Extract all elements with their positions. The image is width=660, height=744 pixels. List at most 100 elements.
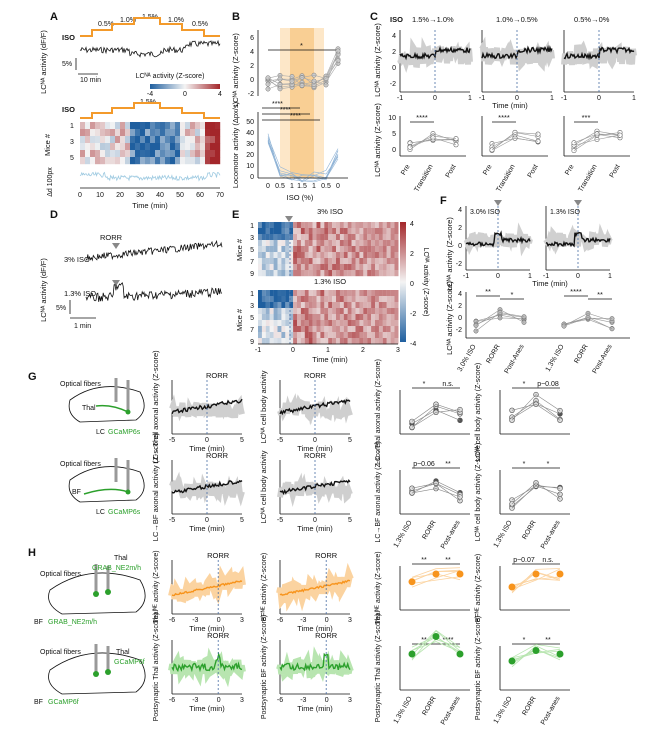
- rorr-summary: ** * **** **420-23.0% ISO RORR Post-Anes 1.3% …: [456, 287, 630, 375]
- heat-cell: [297, 264, 301, 271]
- heat-cell: [160, 150, 166, 158]
- heat-cell: [145, 136, 151, 144]
- heat-cell: [285, 314, 290, 321]
- sig-marker: ****: [570, 287, 582, 296]
- heat-cell: [258, 320, 262, 327]
- heat-cell: [258, 308, 262, 315]
- heat-cell: [367, 246, 372, 253]
- heat-cell: [343, 228, 348, 235]
- heat-cell: [312, 240, 317, 247]
- heat-cell: [180, 150, 186, 158]
- heat-cell: [261, 246, 266, 253]
- heat-cell: [382, 234, 387, 241]
- heat-cell: [375, 240, 379, 247]
- x-tick: 0: [576, 273, 580, 280]
- y-tick: 4: [392, 33, 396, 40]
- heat-cell: [297, 326, 301, 333]
- heat-cell: [320, 270, 325, 277]
- heat-cell: [375, 234, 379, 241]
- heat-cell: [140, 122, 146, 130]
- x-tick: 1: [550, 95, 554, 102]
- heat-cell: [200, 150, 206, 158]
- heat-cell: [371, 338, 376, 345]
- heat-cell: [85, 129, 91, 137]
- heat-cell: [371, 222, 376, 229]
- mice-tick: 1: [250, 291, 254, 298]
- heat-cell: [324, 308, 329, 315]
- heat-cell: [281, 240, 286, 247]
- heat-cell: [378, 222, 383, 229]
- heat-cell: [281, 246, 286, 253]
- heat-cell: [285, 332, 290, 339]
- heat-cell: [375, 296, 379, 303]
- y-tick: 0: [458, 243, 462, 250]
- heat-cell: [289, 246, 294, 253]
- heat-cell: [339, 314, 344, 321]
- heat-cell: [135, 129, 141, 137]
- heat-cell: [273, 338, 278, 345]
- heat-cell: [371, 258, 376, 265]
- sig-marker: *: [547, 461, 550, 468]
- rorr-traces: -1 0 1 -1 0 1 4 2 0 -2: [456, 200, 613, 280]
- heat-cell: [281, 326, 286, 333]
- trace-1-3pct: [85, 282, 223, 302]
- heat-cell: [332, 234, 337, 241]
- y-tick: 2: [458, 303, 462, 310]
- mouse-line: [511, 486, 561, 507]
- heat-cell: [277, 270, 282, 277]
- mean-point: [456, 650, 464, 658]
- heat-cell: [316, 302, 321, 309]
- colorbar-tick: 4: [218, 91, 222, 98]
- heat-cell: [343, 326, 348, 333]
- heat-cell: [347, 302, 352, 309]
- heat-cell: [300, 252, 305, 259]
- heat-cell: [390, 338, 395, 345]
- heat-cell: [371, 252, 376, 259]
- heat-cell: [347, 320, 352, 327]
- mouse-line: [267, 138, 339, 183]
- heat-cell: [265, 234, 270, 241]
- heat-cell: [332, 308, 337, 315]
- y-axis-label: LC→Thal axonal activity (Z-score): [151, 350, 160, 464]
- heat-cell: [378, 228, 383, 235]
- heat-cell: [269, 234, 274, 241]
- heat-cell: [382, 332, 387, 339]
- x-tick: -6: [169, 697, 175, 704]
- heat-cell: [100, 157, 106, 165]
- heat-cell: [332, 258, 337, 265]
- scale-pct: 5%: [62, 61, 72, 68]
- heat-cell: [277, 308, 282, 315]
- heat-cell: [394, 326, 399, 333]
- heat-cell: [371, 264, 376, 271]
- heat-cell: [382, 314, 387, 321]
- heat-cell: [165, 136, 171, 144]
- heat-cell: [115, 129, 121, 137]
- heat-cell: [339, 264, 344, 271]
- heat-cell: [359, 338, 364, 345]
- mouse-line: [491, 132, 539, 151]
- heat-cell: [215, 150, 221, 158]
- sig-marker: *: [523, 637, 526, 644]
- mouse-line: [267, 136, 339, 181]
- heat-cell: [343, 332, 348, 339]
- category-label: Post-anes: [440, 519, 462, 550]
- heat-cell: [285, 228, 290, 235]
- x-tick: 3: [348, 617, 352, 624]
- heat-cell: [105, 157, 111, 165]
- mouse-line: [411, 641, 461, 653]
- category-label: RORR: [421, 696, 437, 717]
- x-axis-label: Time (min): [189, 704, 225, 713]
- heat-cell: [390, 290, 395, 297]
- heat-cell: [351, 234, 356, 241]
- sensor-label: GCaMP6s: [108, 429, 141, 436]
- heat-cell: [300, 296, 305, 303]
- heat-cell: [293, 296, 298, 303]
- heat-cell: [125, 129, 131, 137]
- mouse-line: [411, 629, 461, 656]
- mouse-line: [511, 568, 561, 594]
- y-tick: 0: [458, 315, 462, 322]
- heat-cell: [297, 338, 301, 345]
- x-tick: -3: [192, 697, 198, 704]
- heat-cell: [328, 326, 333, 333]
- heat-cell: [150, 122, 156, 130]
